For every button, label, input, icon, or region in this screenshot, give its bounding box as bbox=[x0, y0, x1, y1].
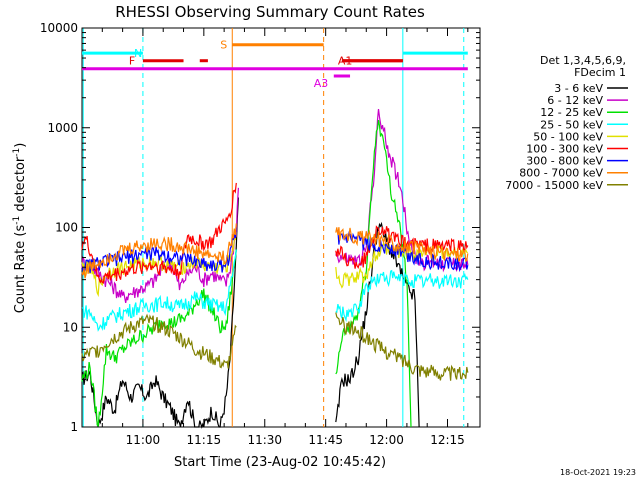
flag-label: A3 bbox=[314, 77, 329, 90]
series-line bbox=[81, 182, 237, 285]
series-line bbox=[81, 223, 237, 279]
legend-entry-label: 6 - 12 keV bbox=[547, 94, 603, 107]
flag-label: F bbox=[129, 55, 135, 68]
x-tick-label: 12:15 bbox=[430, 433, 465, 447]
series-line bbox=[335, 269, 469, 323]
chart-title: RHESSI Observing Summary Count Rates bbox=[115, 3, 425, 21]
series-line bbox=[81, 187, 239, 304]
flag-label: A1 bbox=[338, 55, 353, 68]
series-line bbox=[335, 312, 469, 381]
flag-label: N bbox=[134, 47, 142, 60]
series-line bbox=[335, 119, 412, 428]
legend-entry-label: 800 - 7000 keV bbox=[519, 167, 603, 180]
legend-title: Det 1,3,4,5,6,9, bbox=[540, 54, 626, 67]
y-tick-label: 100 bbox=[55, 221, 78, 235]
legend-entry-label: 7000 - 15000 keV bbox=[505, 179, 603, 192]
legend-entry-label: 100 - 300 keV bbox=[526, 143, 603, 156]
series-line bbox=[81, 313, 237, 369]
plot-frame bbox=[81, 27, 481, 428]
legend-entry-label: 25 - 50 keV bbox=[540, 118, 603, 131]
y-tick-label: 1 bbox=[70, 420, 78, 434]
series-line bbox=[335, 221, 420, 428]
flag-label: S bbox=[220, 39, 227, 52]
legend-entry-label: 12 - 25 keV bbox=[540, 106, 603, 119]
y-tick-label: 10000 bbox=[40, 21, 78, 35]
footer-timestamp: 18-Oct-2021 19:23 bbox=[560, 468, 636, 477]
x-tick-label: 11:30 bbox=[247, 433, 282, 447]
y-tick-label: 10 bbox=[63, 320, 78, 334]
series-line bbox=[335, 225, 469, 270]
series-line bbox=[81, 249, 237, 427]
x-tick-label: 11:15 bbox=[187, 433, 222, 447]
plot-area: NF S A1 A3 1 10 100 1000 10000 11:00 11:15 11:30 1… bbox=[40, 21, 481, 447]
x-tick-label: 11:45 bbox=[308, 433, 343, 447]
y-tick-label: 1000 bbox=[47, 121, 78, 135]
x-tick-label: 12:00 bbox=[369, 433, 404, 447]
series-line bbox=[81, 249, 237, 332]
legend-entry-label: 3 - 6 keV bbox=[554, 82, 603, 95]
series-line bbox=[81, 227, 237, 275]
x-tick-label: 11:00 bbox=[126, 433, 161, 447]
x-axis-label: Start Time (23-Aug-02 10:45:42) bbox=[174, 455, 386, 470]
series-line bbox=[335, 227, 469, 263]
legend-entry-label: 50 - 100 keV bbox=[533, 130, 603, 143]
y-axis-label: Count Rate (s-1 detector-1) bbox=[12, 143, 28, 314]
legend-entry-label: 300 - 800 keV bbox=[526, 155, 603, 168]
series-line bbox=[81, 197, 239, 429]
legend-title: FDecim 1 bbox=[574, 66, 626, 79]
